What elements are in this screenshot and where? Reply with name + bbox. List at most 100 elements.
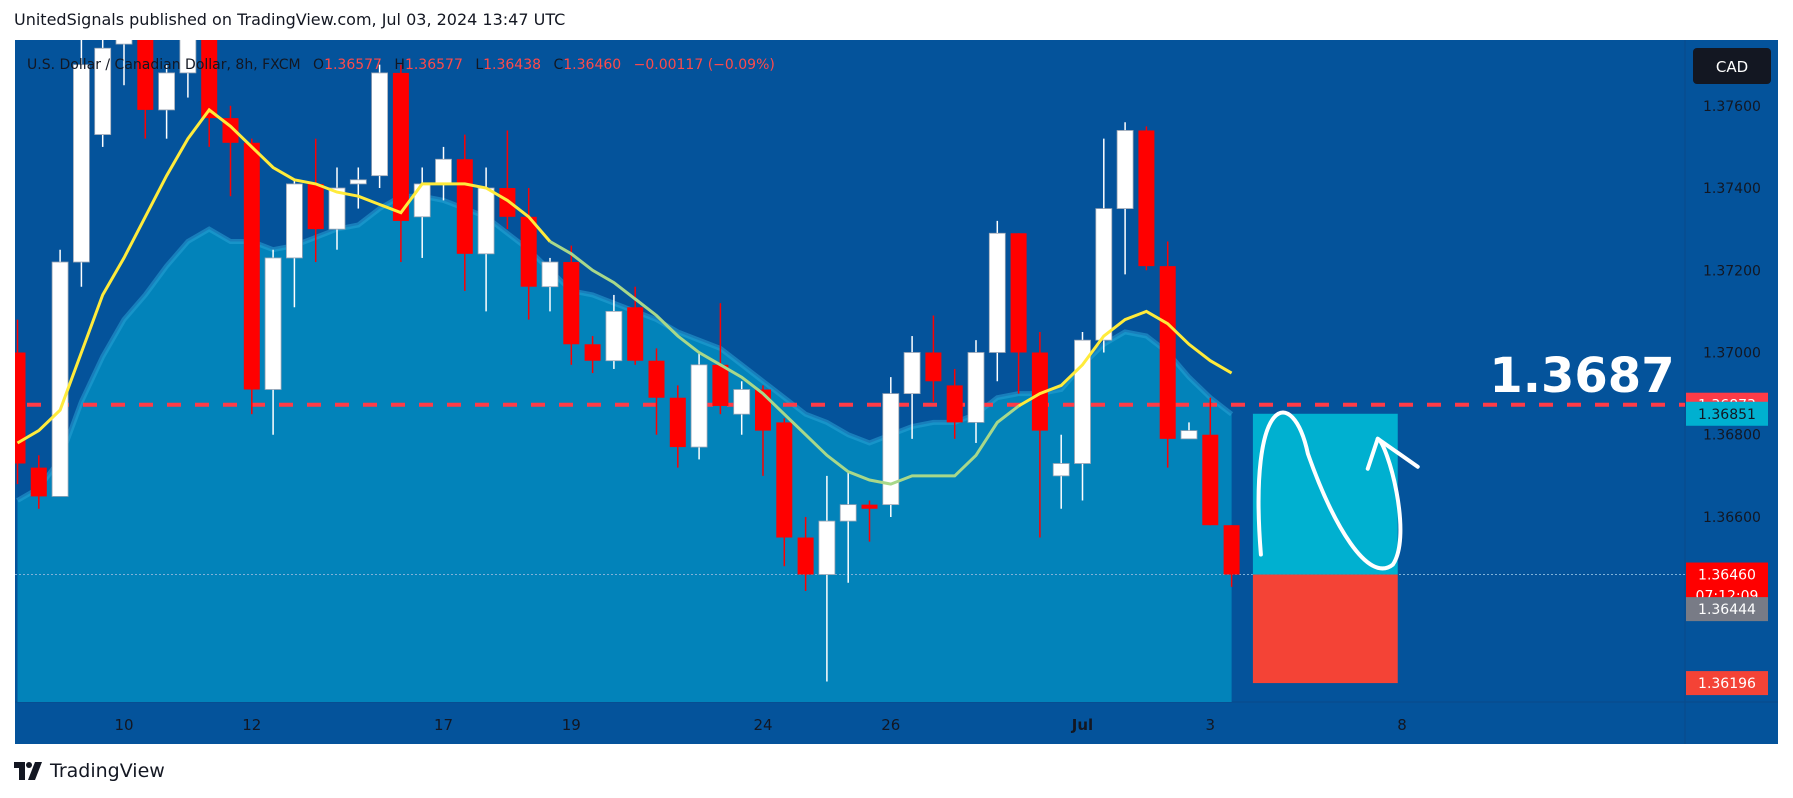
candle[interactable] xyxy=(328,167,346,250)
candle-body xyxy=(456,159,473,254)
close-label: C xyxy=(553,57,563,73)
candle[interactable] xyxy=(861,500,878,542)
candle-body xyxy=(861,504,878,509)
candle[interactable] xyxy=(137,0,154,139)
candle[interactable] xyxy=(797,516,814,591)
candle[interactable] xyxy=(499,130,516,230)
candle[interactable] xyxy=(371,64,389,189)
close-value: 1.36460 xyxy=(563,57,621,73)
candle[interactable] xyxy=(349,167,367,209)
candle[interactable] xyxy=(648,348,665,435)
candle[interactable] xyxy=(690,352,708,460)
candle[interactable] xyxy=(264,249,282,435)
candle-body xyxy=(1052,463,1070,477)
candle-body xyxy=(1074,339,1091,464)
candle[interactable] xyxy=(563,245,580,365)
candle[interactable] xyxy=(1138,126,1155,271)
candle[interactable] xyxy=(1159,241,1176,468)
candle-body xyxy=(243,142,260,390)
candle[interactable] xyxy=(158,64,176,139)
candle[interactable] xyxy=(10,319,26,485)
candle-body xyxy=(307,183,324,230)
candle-body xyxy=(1159,266,1176,439)
fast-ma-line xyxy=(16,107,1233,445)
footer: TradingView xyxy=(14,757,165,785)
candle-body xyxy=(413,183,431,218)
candle-body xyxy=(605,310,623,362)
candle-body xyxy=(755,389,771,431)
candle[interactable] xyxy=(179,3,197,98)
candle[interactable] xyxy=(285,179,303,308)
candle[interactable] xyxy=(1180,422,1198,440)
candle[interactable] xyxy=(839,471,857,583)
y-tick-label: 1.36600 xyxy=(1703,510,1761,526)
candles-group xyxy=(10,0,1240,682)
candle-body xyxy=(51,261,69,497)
candle[interactable] xyxy=(1052,434,1070,509)
candle[interactable] xyxy=(1010,233,1027,394)
candle-body xyxy=(392,72,409,221)
x-tick-label: 19 xyxy=(562,716,581,734)
candle[interactable] xyxy=(73,32,90,287)
candle[interactable] xyxy=(946,368,963,439)
candle[interactable] xyxy=(776,418,793,567)
candle[interactable] xyxy=(115,0,133,86)
price-chart[interactable]: 1.3687 U.S. Dollar / Canadian Dollar, 8h… xyxy=(0,0,1793,760)
candle[interactable] xyxy=(307,138,324,263)
x-tick-label: 10 xyxy=(114,716,133,734)
candle[interactable] xyxy=(1202,397,1219,526)
candle[interactable] xyxy=(1223,525,1240,587)
candle[interactable] xyxy=(1095,138,1113,353)
candle[interactable] xyxy=(584,336,601,374)
low-value: 1.36438 xyxy=(483,57,541,73)
candle[interactable] xyxy=(94,24,112,147)
candle[interactable] xyxy=(243,138,260,415)
svg-text:1.36196: 1.36196 xyxy=(1698,676,1756,692)
area-band-fill xyxy=(17,196,1232,702)
candle[interactable] xyxy=(30,455,47,509)
candle-body xyxy=(435,158,452,185)
candle[interactable] xyxy=(755,385,771,476)
tradingview-brand: TradingView xyxy=(50,760,165,782)
x-tick-label: 26 xyxy=(881,716,900,734)
x-tick-label: Jul xyxy=(1071,716,1093,734)
candle-body xyxy=(967,352,985,423)
candle[interactable] xyxy=(925,315,942,402)
candle[interactable] xyxy=(520,188,537,320)
candle-body xyxy=(201,40,218,119)
x-axis: 10 12 17 19 24 26 Jul 3 8 xyxy=(114,716,1406,734)
candle-body xyxy=(797,537,814,575)
candle[interactable] xyxy=(1116,122,1134,275)
candle[interactable] xyxy=(882,377,900,517)
candle[interactable] xyxy=(201,0,218,147)
currency-button[interactable]: CAD xyxy=(1693,48,1771,84)
candle[interactable] xyxy=(988,220,1006,382)
candle[interactable] xyxy=(1074,331,1091,501)
candle[interactable] xyxy=(541,257,559,312)
candle[interactable] xyxy=(435,146,452,201)
candle-body xyxy=(584,344,601,361)
y-tick-label: 1.37200 xyxy=(1703,263,1761,279)
target-annotation[interactable]: 1.3687 xyxy=(1489,348,1674,404)
candle[interactable] xyxy=(605,294,623,369)
candle-body xyxy=(1116,130,1134,209)
candle-body xyxy=(925,352,942,382)
svg-text:1.36460: 1.36460 xyxy=(1698,568,1756,584)
symbol-title: U.S. Dollar / Canadian Dollar, 8h, FXCM xyxy=(27,57,301,73)
fast-ma-green-segment xyxy=(549,240,1020,486)
candle[interactable] xyxy=(392,64,409,263)
y-tick-label: 1.37600 xyxy=(1703,99,1761,115)
projection-wave-drawing[interactable] xyxy=(1256,410,1403,571)
candle[interactable] xyxy=(712,303,729,415)
projection-arrow-icon xyxy=(1365,436,1420,471)
candle[interactable] xyxy=(967,340,985,443)
stop-zone[interactable] xyxy=(1252,574,1398,684)
open-label: O xyxy=(313,57,324,73)
candle[interactable] xyxy=(1031,331,1048,538)
candle[interactable] xyxy=(51,249,69,497)
candle[interactable] xyxy=(733,381,751,435)
open-value: 1.36577 xyxy=(324,57,382,73)
candle[interactable] xyxy=(818,475,836,682)
candle[interactable] xyxy=(669,385,686,468)
candle[interactable] xyxy=(903,336,921,439)
